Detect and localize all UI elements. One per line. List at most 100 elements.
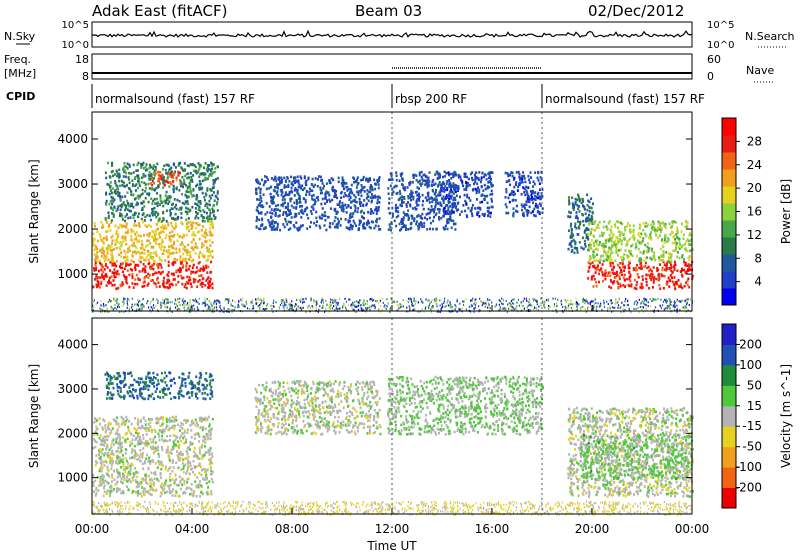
echo-cell xyxy=(139,299,141,302)
echo-cell xyxy=(211,193,214,197)
echo-cell xyxy=(371,185,374,189)
echo-cell xyxy=(177,215,179,219)
echo-cell xyxy=(504,307,506,310)
echo-cell xyxy=(379,228,382,231)
echo-cell xyxy=(166,278,169,282)
echo-cell xyxy=(163,245,166,249)
echo-cell xyxy=(649,268,652,271)
echo-cell xyxy=(370,199,373,203)
echo-cell xyxy=(586,216,589,220)
echo-cell xyxy=(360,184,363,187)
echo-cell xyxy=(615,245,618,248)
echo-cell xyxy=(182,257,185,261)
echo-cell xyxy=(595,226,598,229)
echo-cell xyxy=(377,301,380,304)
echo-cell xyxy=(622,256,625,259)
echo-cell xyxy=(184,304,186,307)
echo-cell xyxy=(140,306,142,309)
echo-cell xyxy=(171,245,173,249)
echo-cell xyxy=(674,303,676,306)
echo-cell xyxy=(314,183,317,187)
echo-cell xyxy=(142,212,145,215)
echo-cell xyxy=(286,299,288,302)
echo-cell xyxy=(482,302,484,305)
echo-cell xyxy=(574,200,577,204)
echo-cell xyxy=(308,193,311,196)
echo-cell xyxy=(187,268,190,271)
echo-cell xyxy=(638,259,641,263)
echo-cell xyxy=(599,258,602,261)
echo-cell xyxy=(287,213,290,217)
echo-cell xyxy=(102,252,105,256)
echo-cell xyxy=(257,181,260,185)
echo-cell xyxy=(194,298,196,301)
echo-cell xyxy=(501,302,503,305)
echo-cell xyxy=(644,303,646,306)
echo-cell xyxy=(487,181,490,184)
echo-cell xyxy=(195,215,198,218)
echo-cell xyxy=(200,281,203,285)
echo-cell xyxy=(214,216,217,219)
echo-cell xyxy=(197,280,200,283)
echo-cell xyxy=(333,299,335,302)
echo-cell xyxy=(213,170,216,174)
echo-cell xyxy=(179,235,182,238)
echo-cell xyxy=(298,228,301,231)
noise-trace xyxy=(91,29,693,38)
echo-cell xyxy=(186,164,189,167)
echo-cell xyxy=(375,220,378,224)
echo-cell xyxy=(650,238,653,241)
echo-cell xyxy=(118,306,120,308)
echo-cell xyxy=(629,279,632,283)
echo-cell xyxy=(426,191,429,195)
echo-cell xyxy=(438,208,441,211)
echo-cell xyxy=(203,267,205,270)
echo-cell xyxy=(144,183,147,186)
echo-cell xyxy=(529,304,531,307)
echo-cell xyxy=(178,268,181,272)
echo-cell xyxy=(94,261,97,265)
echo-cell xyxy=(374,307,376,310)
echo-cell xyxy=(628,308,630,311)
echo-cell xyxy=(295,206,298,209)
echo-cell xyxy=(300,216,303,219)
echo-cell xyxy=(175,225,177,228)
echo-cell xyxy=(615,303,617,306)
echo-cell xyxy=(335,307,337,310)
echo-cell xyxy=(634,269,637,272)
echo-cell xyxy=(181,243,184,246)
echo-cell xyxy=(624,285,626,288)
echo-cell xyxy=(614,272,617,275)
echo-cell xyxy=(187,282,190,285)
echo-cell xyxy=(162,279,165,283)
echo-cell xyxy=(511,189,514,193)
echo-cell xyxy=(135,183,138,186)
echo-cell xyxy=(349,298,351,301)
echo-cell xyxy=(185,233,188,237)
echo-cell xyxy=(155,211,158,214)
echo-cell xyxy=(166,273,169,277)
echo-cell xyxy=(189,187,192,190)
echo-cell xyxy=(228,298,230,300)
echo-cell xyxy=(471,171,474,174)
echo-cell xyxy=(188,185,191,188)
echo-cell xyxy=(142,306,144,309)
echo-cell xyxy=(299,205,301,208)
echo-cell xyxy=(164,259,167,262)
echo-cell xyxy=(343,304,345,307)
echo-cell xyxy=(160,177,163,181)
echo-cell xyxy=(198,175,201,179)
echo-cell xyxy=(179,308,181,311)
echo-cell xyxy=(303,176,306,180)
echo-cell xyxy=(282,195,285,199)
echo-cell xyxy=(669,279,672,283)
echo-cell xyxy=(476,182,479,186)
echo-cell xyxy=(352,304,354,307)
echo-cell xyxy=(369,187,372,191)
echo-cell xyxy=(188,190,191,194)
echo-cell xyxy=(172,202,174,206)
echo-cell xyxy=(452,174,455,178)
echo-cell xyxy=(476,198,478,201)
echo-cell xyxy=(402,216,405,219)
echo-cell xyxy=(678,247,681,250)
